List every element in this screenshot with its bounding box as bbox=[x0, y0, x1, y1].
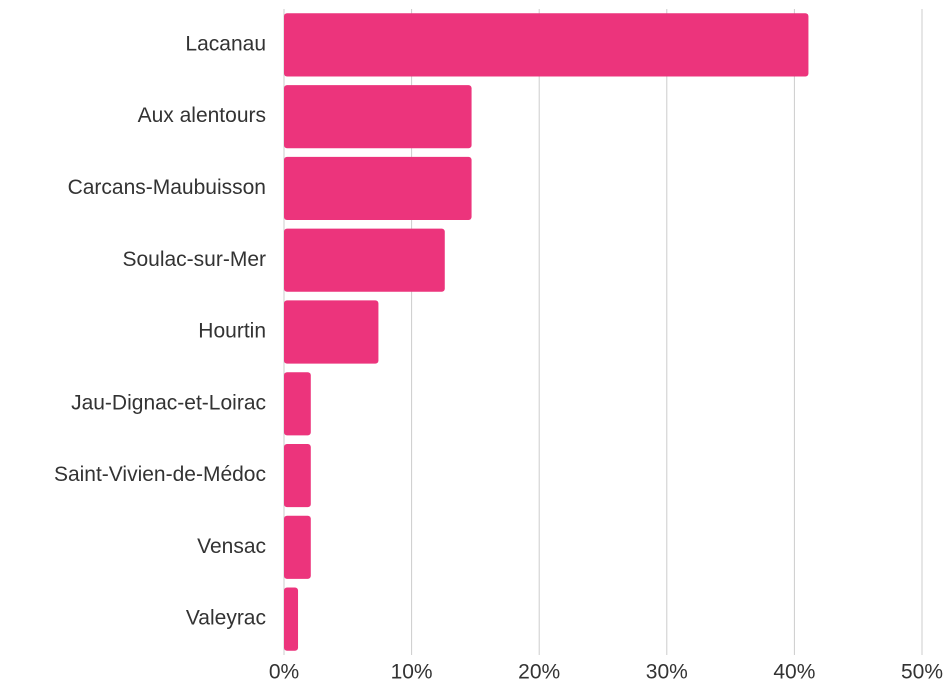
bar bbox=[284, 587, 299, 651]
x-tick-label: 30% bbox=[646, 661, 688, 684]
y-tick-label: Lacanau bbox=[185, 32, 266, 55]
y-tick-label: Carcans-Maubuisson bbox=[68, 176, 266, 199]
bar bbox=[284, 443, 311, 508]
bar bbox=[284, 372, 311, 436]
x-tick-label: 20% bbox=[518, 661, 560, 684]
bar bbox=[284, 515, 311, 579]
x-tick-label: 0% bbox=[269, 661, 299, 684]
y-tick-label: Aux alentours bbox=[138, 104, 266, 127]
x-tick-label: 10% bbox=[391, 661, 433, 684]
x-tick-label: 50% bbox=[901, 661, 943, 684]
y-tick-label: Soulac-sur-Mer bbox=[122, 248, 266, 271]
y-tick-label: Vensac bbox=[197, 535, 266, 558]
bar bbox=[284, 228, 445, 292]
y-tick-label: Hourtin bbox=[198, 320, 266, 343]
bar bbox=[284, 300, 379, 364]
y-tick-label: Jau-Dignac-et-Loirac bbox=[71, 391, 266, 414]
y-tick-label: Saint-Vivien-de-Médoc bbox=[54, 463, 266, 486]
bar bbox=[284, 13, 809, 77]
bar bbox=[284, 85, 472, 149]
bar bbox=[284, 156, 472, 221]
x-tick-label: 40% bbox=[773, 661, 815, 684]
y-tick-label: Valeyrac bbox=[186, 607, 266, 630]
